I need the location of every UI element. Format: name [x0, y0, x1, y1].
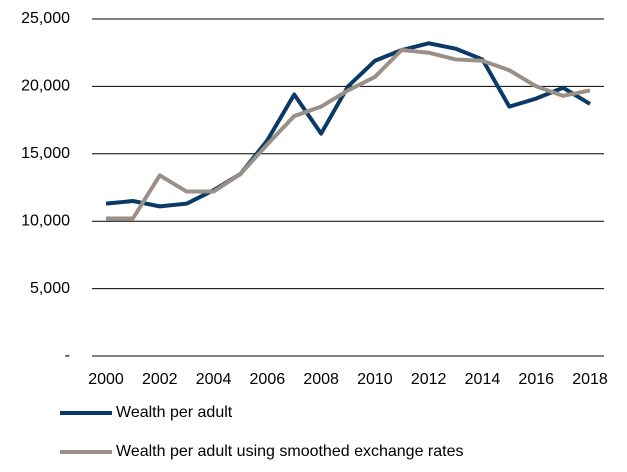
y-tick-label: 10,000 — [21, 212, 70, 229]
y-tick-label: 15,000 — [21, 145, 70, 162]
series-line — [105, 41, 592, 209]
x-tick-label: 2000 — [88, 371, 124, 388]
legend-label: Wealth per adult using smoothed exchange… — [116, 443, 463, 460]
x-tick-label: 2004 — [196, 371, 232, 388]
y-tick-label: - — [65, 347, 70, 364]
y-tick-label: 20,000 — [21, 78, 70, 95]
x-tick-label: 2010 — [357, 371, 393, 388]
x-tick-label: 2008 — [303, 371, 339, 388]
x-tick-label: 2014 — [465, 371, 501, 388]
x-tick-label: 2018 — [572, 371, 608, 388]
y-tick-label: 25,000 — [21, 10, 70, 27]
series-line — [106, 48, 591, 221]
x-tick-label: 2006 — [250, 371, 286, 388]
legend-label: Wealth per adult — [116, 404, 233, 421]
y-tick-label: 5,000 — [30, 280, 70, 297]
x-tick-label: 2016 — [518, 371, 554, 388]
x-tick-label: 2012 — [411, 371, 447, 388]
x-tick-label: 2002 — [142, 371, 178, 388]
